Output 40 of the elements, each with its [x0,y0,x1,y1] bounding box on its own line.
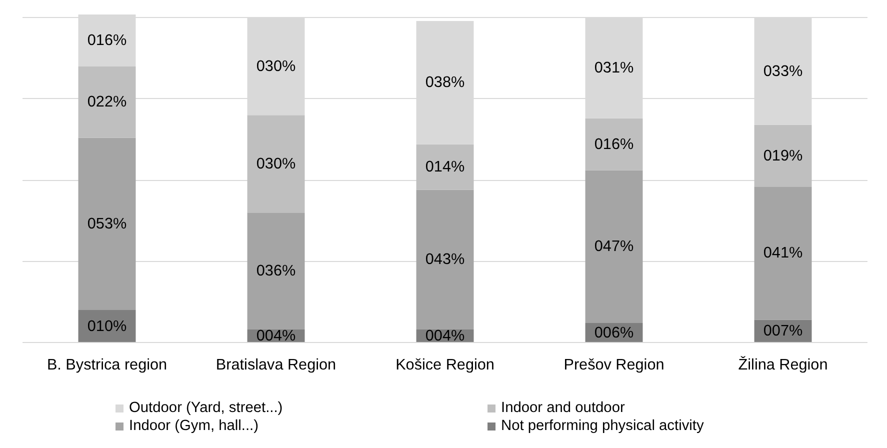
data-label: 030% [256,58,296,75]
bar [247,115,305,213]
data-label: 004% [256,328,296,345]
bar [247,212,305,330]
data-label: 007% [763,322,803,340]
bar [78,138,136,310]
x-tick-label: Bratislava Region [216,356,336,374]
x-tick-label: B. Bystrica region [46,356,168,374]
data-label: 031% [594,60,634,77]
data-label: 019% [763,147,803,164]
x-tick-label: Prešov Region [564,356,664,374]
data-label: 004% [425,328,465,345]
legend-label: Indoor and outdoor [501,400,626,416]
data-label: 030% [256,155,296,172]
data-label: 053% [87,215,127,232]
bar [78,66,136,138]
data-label: 047% [594,238,634,256]
bar [754,186,812,320]
data-label: 010% [87,318,127,335]
data-label: 022% [87,94,127,111]
data-label: 043% [425,251,465,268]
legend-label: Indoor (Gym, hall...) [129,418,260,434]
legend-label: Not performing physical activity [501,418,705,434]
bar [585,170,643,324]
bar [754,124,812,187]
bar [416,190,474,330]
data-label: 016% [87,32,127,49]
data-label: 016% [594,136,634,153]
x-tick-label: Košice Region [396,356,494,374]
bar [585,118,643,170]
data-label: 033% [763,62,803,80]
data-label: 006% [594,324,634,342]
data-label: 014% [425,158,465,176]
data-label: 038% [425,74,465,92]
data-label: 036% [256,262,296,280]
x-tick-label: Žilina Region [738,356,828,374]
bar [416,144,474,190]
bar [416,20,474,144]
data-label: 041% [763,244,803,262]
legend-label: Outdoor (Yard, street...) [129,400,284,416]
